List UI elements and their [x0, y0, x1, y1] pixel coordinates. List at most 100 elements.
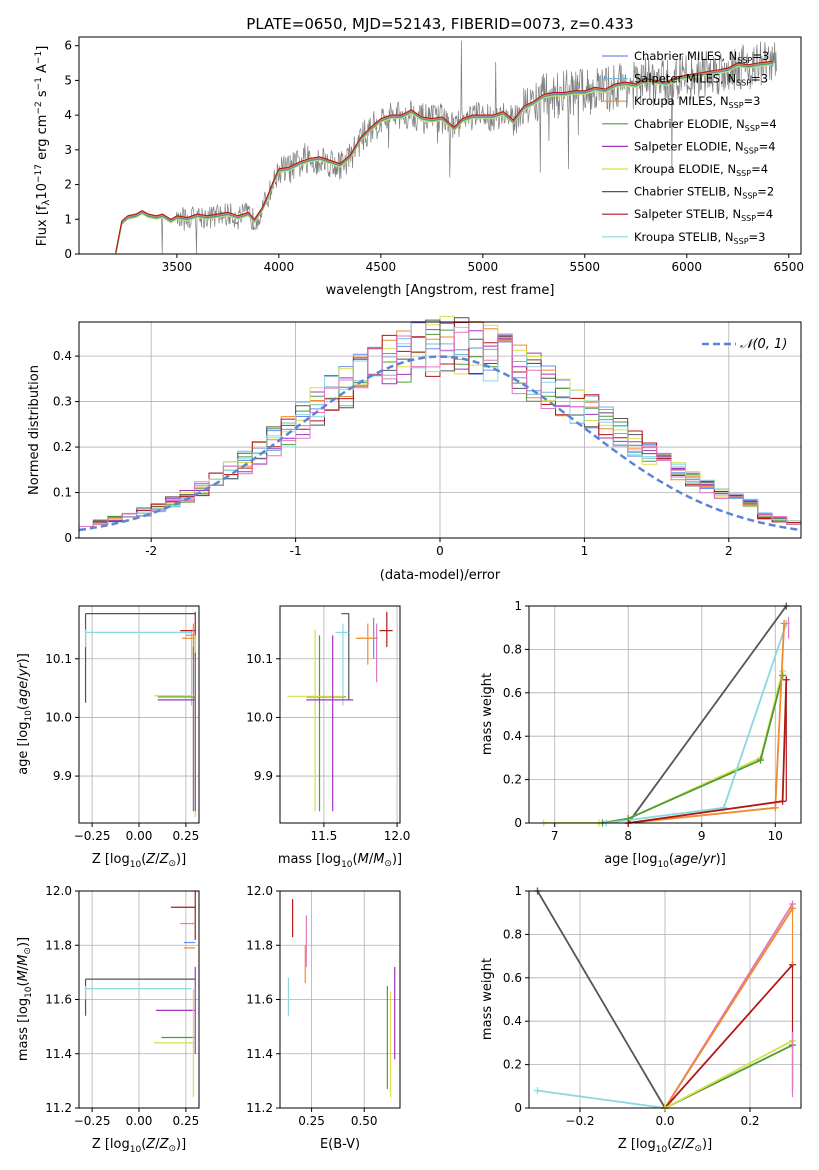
wZ-xtick-label: −0.2	[565, 1114, 594, 1128]
wZ-ytick-label: 0.4	[503, 1014, 522, 1028]
residuals-ylabel: Normed distribution	[27, 365, 42, 495]
wAge-series-line	[628, 623, 785, 823]
weight-vs-metallicity-frame	[528, 890, 802, 1109]
wZ-ytick-label: 0.2	[503, 1058, 522, 1072]
figure-title: PLATE=0650, MJD=52143, FIBERID=0073, z=0…	[246, 15, 633, 33]
spectrum-ytick-label: 1	[64, 212, 72, 226]
legend-label: Kroupa ELODIE, NSSP=4	[634, 162, 768, 178]
spectrum-ytick-label: 3	[64, 143, 72, 157]
spectrum-ytick-label: 4	[64, 108, 72, 122]
spectrum-ytick-label: 6	[64, 39, 72, 53]
wAge-xtick-label: 10	[768, 829, 783, 843]
legend-label: Chabrier STELIB, NSSP=2	[634, 185, 774, 201]
spectrum-model-line	[115, 61, 773, 254]
ageM-ytick-label: 9.9	[254, 769, 273, 783]
wAge-ytick-label: 0.4	[503, 729, 522, 743]
spectrum-axes-frame	[78, 36, 802, 255]
spectrum-legend: Chabrier MILES, NSSP=3 Salpeter MILES, NS…	[602, 49, 777, 246]
ageM-xtick-label: 12.0	[384, 829, 411, 843]
wAge-ytick-label: 0.6	[503, 686, 522, 700]
wAge-xtick-label: 9	[698, 829, 706, 843]
wZ-ytick-label: 1	[514, 884, 522, 898]
mZ-xtick-label: −0.25	[74, 1114, 111, 1128]
residuals-ytick-label: 0.2	[53, 440, 72, 454]
age-vs-metallicity-marks: −0.25 0.00 0.25 9.9 10.0 10.1	[45, 606, 199, 843]
residuals-ytick-label: 0.1	[53, 486, 72, 500]
mass-vs-ebv-panel: 0.25 0.50 11.2 11.4 11.6 11.8 12.0 E(B-V)	[246, 884, 401, 1152]
weight-vs-age-frame	[528, 605, 802, 824]
age-vs-metallicity-panel: −0.25 0.00 0.25 9.9 10.0 10.1 Z [log10(Z/Z⊙)]…	[16, 605, 200, 870]
spectrum-xtick-label: 5000	[468, 260, 499, 274]
mass-vs-metallicity-frame	[78, 890, 200, 1109]
wAge-series-line	[606, 623, 788, 823]
wAge-ytick-label: 0	[514, 816, 522, 830]
weight-vs-metallicity-ylabel: mass weight	[480, 958, 495, 1040]
ageZ-ytick-label: 9.9	[53, 769, 72, 783]
wZ-series-line	[536, 891, 666, 1108]
spectrum-panel: 3500 4000 4500 5000 5500 6000 6500 0 1 2 3 4 5 6 wave…	[34, 36, 804, 298]
age-vs-metallicity-ylabel: age [log10(age/yr)]	[16, 653, 34, 775]
wAge-point-marker	[780, 619, 788, 627]
legend-label: Chabrier ELODIE, NSSP=4	[634, 117, 777, 133]
mE-xtick-label: 0.50	[351, 1114, 378, 1128]
spectrum-xtick-label: 6500	[773, 260, 804, 274]
mZ-ytick-label: 11.6	[45, 993, 72, 1007]
legend-label: Salpeter MILES, NSSP=3	[634, 72, 768, 88]
wAge-xtick-label: 7	[551, 829, 559, 843]
spectrum-model-line	[115, 62, 773, 254]
residuals-panel: -2 -1 0 1 200.10.20.30.4 (data-model)/error …	[27, 315, 802, 583]
wAge-series-line	[602, 675, 784, 823]
ageZ-ytick-label: 10.0	[45, 710, 72, 724]
mZ-ytick-label: 11.2	[45, 1101, 72, 1115]
wZ-ytick-label: 0	[514, 1101, 522, 1115]
legend-label: Kroupa STELIB, NSSP=3	[634, 230, 765, 246]
weight-vs-age-marks: 7 8 9 10 0 0.2 0.4 0.6 0.8 1	[503, 599, 801, 843]
residuals-xtick-label: -1	[290, 544, 302, 558]
age-vs-mass-xlabel: mass [log10(M/M⊙)]	[278, 852, 402, 870]
spectrum-model-line	[115, 60, 773, 253]
residuals-xlabel: (data-model)/error	[380, 568, 501, 583]
spectrum-xtick-label: 4500	[366, 260, 397, 274]
mE-ytick-label: 11.8	[246, 938, 273, 952]
weight-vs-metallicity-xlabel: Z [log10(Z/Z⊙)]	[618, 1137, 712, 1155]
mass-vs-metallicity-ylabel: mass [log10(M/M⊙)]	[16, 937, 34, 1061]
legend-label: Salpeter STELIB, NSSP=4	[634, 207, 773, 223]
spectrum-ytick-label: 0	[64, 247, 72, 261]
wZ-ytick-label: 0.6	[503, 971, 522, 985]
ageZ-ytick-label: 10.1	[45, 652, 72, 666]
weight-vs-age-xlabel: age [log10(age/yr)]	[604, 852, 726, 870]
weight-vs-metallicity-marks: −0.2 0.0 0.2 0 0.2 0.4 0.6 0.8 1	[503, 884, 801, 1128]
normal-curve	[78, 355, 799, 532]
mass-vs-metallicity-xlabel: Z [log10(Z/Z⊙)]	[92, 1137, 186, 1155]
spectrum-model-line	[115, 63, 773, 254]
legend-label: Kroupa MILES, NSSP=3	[634, 94, 760, 110]
spectrum-model-line	[115, 64, 773, 254]
spectrum-xtick-label: 5500	[570, 260, 601, 274]
age-vs-mass-marks: 11.5 12.0 9.9 10.0 10.1	[246, 606, 410, 843]
legend-label: Salpeter ELODIE, NSSP=4	[634, 139, 776, 155]
wAge-ytick-label: 0.2	[503, 773, 522, 787]
wZ-ytick-label: 0.8	[503, 927, 522, 941]
mE-ytick-label: 11.4	[246, 1047, 273, 1061]
wZ-series-line	[664, 964, 794, 1108]
wAge-ytick-label: 1	[514, 599, 522, 613]
spectrum-xtick-label: 4000	[264, 260, 295, 274]
wAge-point-marker	[779, 797, 787, 805]
mass-vs-ebv-xlabel: E(B-V)	[320, 1137, 360, 1152]
ageM-ytick-label: 10.1	[246, 652, 273, 666]
age-vs-mass-panel: 11.5 12.0 9.9 10.0 10.1 mass [log10(M/M⊙)]	[246, 605, 410, 870]
legend-normal-label: 𝒩(0, 1)	[740, 337, 787, 352]
spectrum-xtick-label: 6000	[672, 260, 703, 274]
mZ-ytick-label: 11.4	[45, 1047, 72, 1061]
residuals-xtick-label: -2	[145, 544, 157, 558]
wZ-xtick-label: 0.0	[655, 1114, 674, 1128]
wZ-xtick-label: 0.2	[740, 1114, 759, 1128]
age-vs-metallicity-xlabel: Z [log10(Z/Z⊙)]	[92, 852, 186, 870]
spectrum-ylabel: Flux [fλ10−17 erg cm−2 s−1 A−1]	[34, 46, 52, 247]
age-vs-mass-frame	[279, 605, 401, 824]
wZ-series-line	[664, 1039, 793, 1108]
mE-xtick-label: 0.25	[298, 1114, 325, 1128]
spectrum-xtick-label: 3500	[162, 260, 193, 274]
